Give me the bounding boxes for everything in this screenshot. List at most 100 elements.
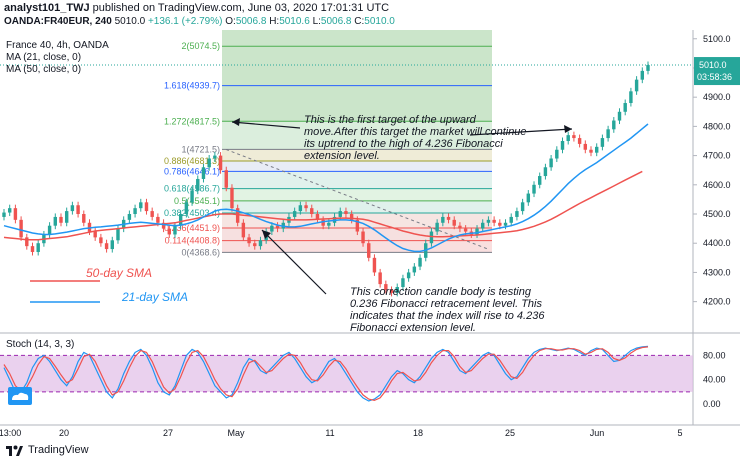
x-tick-label: 20 — [59, 428, 69, 438]
candle-body — [190, 190, 194, 203]
stoch-tick-label: 0.00 — [703, 399, 721, 409]
candle-body — [150, 211, 154, 217]
price-change: +136.1 (+2.79%) — [147, 16, 223, 27]
price-chart[interactable]: 2(5074.5) 1.618(4939.7) 1.272(4817.5) 1(472… — [0, 30, 740, 440]
y-tick-label: 4500.0 — [703, 209, 731, 219]
candle-body — [503, 222, 508, 226]
fib-level-label: 0.382(4503.4) — [164, 208, 220, 218]
candle-body — [515, 211, 519, 217]
ma21-legend[interactable]: MA (21, close, 0) — [6, 52, 82, 63]
arrowhead-right-target — [564, 125, 572, 133]
stoch-tick-label: 40.00 — [703, 375, 726, 385]
candle-body — [498, 222, 502, 226]
candle-body — [59, 216, 63, 223]
candle-body — [247, 237, 251, 244]
candle-body — [372, 257, 377, 273]
symbol-label: OANDA:FR40EUR, 240 — [4, 16, 112, 27]
candle-body — [349, 214, 354, 220]
candle-body — [458, 225, 462, 229]
fib-level-label: 0.5(4545.1) — [174, 196, 220, 206]
y-tick-label: 4900.0 — [703, 92, 731, 102]
candle-body — [110, 240, 114, 250]
candle-body — [144, 202, 149, 212]
candle-body — [577, 138, 582, 144]
candle-body — [389, 289, 394, 293]
candle-body — [452, 219, 456, 226]
x-tick-label: Jun — [590, 428, 605, 438]
candle-body — [292, 211, 297, 217]
candle-body — [617, 111, 622, 121]
author-name[interactable]: analyst101_TWJ — [4, 2, 90, 14]
candle-body — [104, 243, 109, 250]
candle-body — [116, 228, 120, 241]
candle-body — [19, 219, 23, 238]
publish-header: analyst101_TWJ published on TradingView.… — [0, 0, 740, 30]
candle-body — [463, 228, 468, 232]
candle-body — [338, 211, 342, 217]
fib-zone — [222, 46, 492, 86]
ma50-legend[interactable]: MA (50, close, 0) — [6, 64, 82, 75]
candle-body — [315, 214, 320, 220]
high-value: 5010.6 — [279, 16, 310, 27]
candle-body — [640, 70, 645, 80]
candle-body — [82, 214, 86, 223]
candle-body — [384, 284, 388, 290]
price-value: 5010.0 — [114, 16, 146, 27]
candle-body — [161, 222, 166, 229]
fib-zone — [222, 240, 492, 253]
fib-level-label: 1(4721.5) — [181, 144, 220, 154]
candle-body — [429, 231, 434, 244]
candle-body — [367, 243, 371, 258]
last-price-badge — [694, 57, 740, 86]
y-tick-label: 4800.0 — [703, 121, 731, 131]
ma21-line — [3, 123, 649, 253]
tradingview-brand[interactable]: TradingView — [6, 441, 89, 459]
candle-body — [589, 149, 593, 153]
candle-body — [406, 272, 411, 279]
candle-body — [201, 167, 206, 179]
publish-info: published on TradingView.com, June 03, 2… — [92, 2, 390, 14]
stoch-d-line — [3, 346, 649, 402]
arrowhead-correction — [262, 230, 271, 239]
arrow-correction — [261, 229, 327, 295]
candle-body — [418, 257, 422, 267]
candle-body — [549, 158, 553, 168]
candle-body — [13, 208, 18, 220]
candle-body — [64, 211, 69, 223]
candle-body — [509, 216, 513, 223]
fib-level-label: 0.114(4408.8) — [165, 236, 220, 246]
candle-body — [196, 178, 200, 191]
candle-body — [594, 146, 599, 153]
fib-zone — [222, 171, 492, 189]
candle-body — [213, 155, 217, 159]
candle-body — [600, 138, 605, 147]
fib-zone — [222, 121, 492, 150]
candle-body — [583, 143, 588, 150]
candle-body — [133, 208, 137, 215]
symbol-line: OANDA:FR40EUR, 240 5010.0 +136.1 (+2.79%… — [4, 16, 395, 27]
fib-level-label: 0(4368.6) — [181, 247, 220, 257]
candle-body — [606, 129, 610, 139]
candle-body — [646, 65, 650, 71]
chart-legend: France 40, 4h, OANDA MA (21, close, 0) M… — [6, 40, 109, 76]
fib-level-label: 0.886(4681.3) — [164, 156, 220, 166]
fib-zone — [222, 200, 492, 214]
candle-body — [355, 219, 360, 232]
y-tick-label: 4600.0 — [703, 180, 731, 190]
candle-body — [258, 240, 263, 247]
candle-body — [253, 243, 257, 247]
candle-body — [441, 216, 445, 223]
arrow-right-target — [469, 128, 573, 136]
stoch-k-line — [3, 345, 649, 402]
candle-body — [178, 214, 183, 226]
stoch-legend[interactable]: Stoch (14, 3, 3) — [6, 339, 75, 350]
candle-body — [235, 208, 240, 223]
fib-zone — [222, 188, 492, 201]
candle-body — [475, 228, 479, 235]
y-tick-label: 4700.0 — [703, 151, 731, 161]
candle-body — [486, 219, 491, 223]
open-value: 5006.8 — [235, 16, 267, 27]
fib-level-label: 2(5074.5) — [181, 41, 220, 51]
fib-level-label: 1.618(4939.7) — [164, 81, 220, 91]
candle-body — [538, 176, 542, 185]
